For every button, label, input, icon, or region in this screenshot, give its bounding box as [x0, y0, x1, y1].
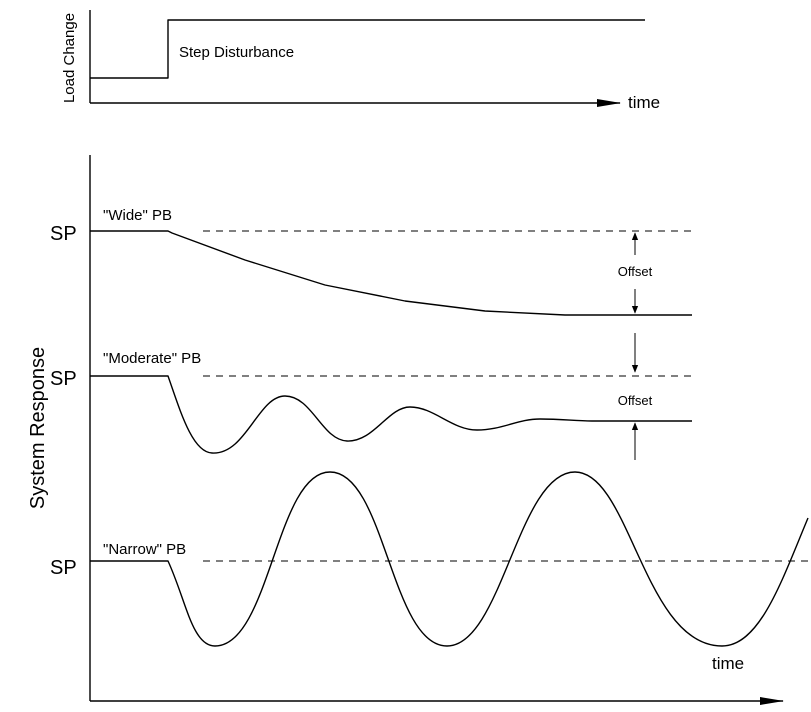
moderate-offset-label: Offset — [618, 393, 653, 408]
sp-label-wide: SP — [50, 223, 77, 245]
narrow-pb-trace: SP "Narrow" PB — [50, 471, 811, 647]
offset-dimensions: Offset Offset — [618, 232, 653, 460]
wide-response-curve — [90, 230, 692, 316]
load-time-label: time — [628, 93, 660, 112]
moderate-pb-label: "Moderate" PB — [103, 350, 201, 367]
step-disturbance-label: Step Disturbance — [179, 44, 294, 61]
load-step-line — [90, 19, 645, 79]
narrow-response-curve — [90, 471, 809, 647]
sp-label-narrow: SP — [50, 557, 77, 579]
load-change-panel: Load Change time Step Disturbance — [61, 10, 660, 112]
wide-offset-label: Offset — [618, 264, 653, 279]
response-y-axis-label: System Response — [27, 347, 49, 509]
wide-pb-label: "Wide" PB — [103, 207, 172, 224]
wide-pb-trace: SP "Wide" PB — [50, 207, 692, 316]
load-y-axis-label: Load Change — [61, 13, 78, 103]
moderate-pb-trace: SP "Moderate" PB — [50, 350, 692, 454]
narrow-pb-label: "Narrow" PB — [103, 541, 186, 558]
response-time-label: time — [712, 654, 744, 673]
sp-label-moderate: SP — [50, 368, 77, 390]
system-response-panel: System Response time SP "Wide" PB SP "Mo… — [27, 155, 811, 705]
moderate-response-curve — [90, 375, 692, 454]
